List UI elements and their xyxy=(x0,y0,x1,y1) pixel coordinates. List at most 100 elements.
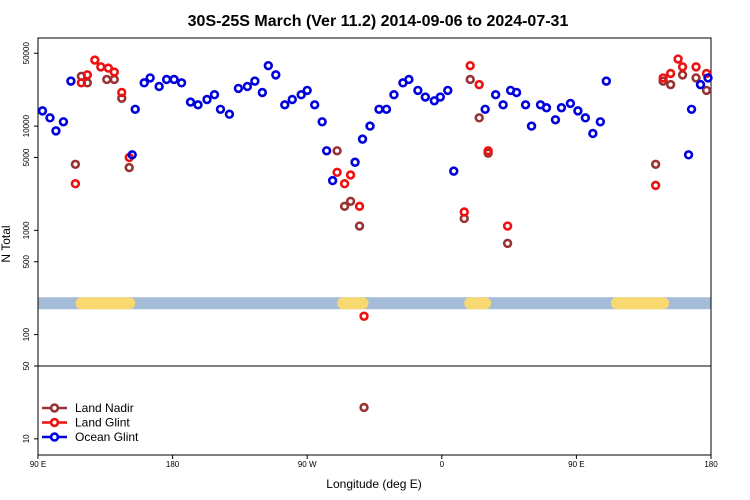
land-glint-point xyxy=(691,62,701,72)
chart-title: 30S-25S March (Ver 11.2) 2014-09-06 to 2… xyxy=(188,13,569,30)
land-nadir-point xyxy=(665,79,676,90)
ocean-glint-point xyxy=(449,166,459,176)
land-nadir-point xyxy=(677,70,688,80)
land-glint-point xyxy=(103,63,113,73)
land-glint-point xyxy=(354,201,365,212)
ocean-glint-point xyxy=(480,104,490,114)
ocean-glint-point xyxy=(321,146,332,156)
y-tick-label: 5000 xyxy=(22,148,31,166)
plot-frame xyxy=(37,37,712,456)
ocean-glint-point xyxy=(309,100,320,110)
land-nadir-point xyxy=(701,85,712,96)
land-glint-point xyxy=(701,68,712,79)
ocean-glint-point xyxy=(357,134,368,144)
ocean-glint-point xyxy=(287,94,297,105)
ocean-glint-point xyxy=(350,157,360,167)
land-glint-point xyxy=(502,221,513,231)
land-nadir-point xyxy=(102,74,112,85)
land-nadir-point xyxy=(502,238,513,249)
land-glint-point xyxy=(90,55,100,65)
legend-label: Ocean Glint xyxy=(75,430,139,444)
ocean-glint-point xyxy=(242,81,253,92)
ocean-glint-point xyxy=(271,70,281,80)
ocean-glint-point xyxy=(209,90,220,100)
ocean-glint-series xyxy=(37,60,713,186)
ocean-glint-point xyxy=(302,85,312,96)
ocean-glint-point xyxy=(280,100,290,110)
ocean-glint-point xyxy=(511,87,522,98)
land-nadir-point xyxy=(359,402,369,413)
ocean-glint-point xyxy=(45,113,55,123)
legend-label: Land Glint xyxy=(75,416,130,430)
land-glint-point xyxy=(109,67,119,77)
land-glint-point xyxy=(117,87,127,98)
ocean-glint-point xyxy=(202,94,212,105)
ocean-glint-point xyxy=(296,90,306,100)
land-nadir-point xyxy=(339,201,350,212)
ocean-glint-point xyxy=(490,90,501,100)
legend-marker xyxy=(49,403,60,413)
land-nadir-point xyxy=(124,162,134,173)
ocean-glint-point xyxy=(66,76,76,86)
land-nadir-point xyxy=(109,74,119,85)
ocean-glint-point xyxy=(520,100,531,110)
x-tick-label: 90 E xyxy=(568,460,584,469)
land-glint-point xyxy=(650,180,661,191)
ocean-glint-point xyxy=(601,76,612,86)
legend-item-ocean-glint: Ocean Glint xyxy=(42,430,139,444)
ocean-glint-point xyxy=(327,175,338,186)
x-tick-label: 90 E xyxy=(30,460,46,469)
ocean-glint-point xyxy=(154,81,164,92)
ocean-glint-point xyxy=(686,104,697,114)
ocean-glint-point xyxy=(565,98,576,109)
y-tick-label: 10 xyxy=(22,434,31,443)
land-nadir-point xyxy=(345,196,356,206)
legend-marker xyxy=(49,432,60,442)
ocean-glint-point xyxy=(169,74,179,85)
x-tick-label: 90 W xyxy=(298,460,317,469)
x-tick-label: 180 xyxy=(166,460,180,469)
ocean-glint-point xyxy=(595,117,606,127)
land-glint-point xyxy=(345,170,356,180)
ocean-glint-point xyxy=(580,113,591,123)
land-nadir-series xyxy=(70,70,712,413)
land-nadir-point xyxy=(691,73,701,83)
ocean-glint-point xyxy=(37,106,48,116)
land-glint-point xyxy=(665,68,676,79)
y-tick-label: 1000 xyxy=(22,221,31,239)
land-glint-point xyxy=(483,146,493,156)
x-tick-label: 180 xyxy=(704,460,718,469)
ocean-glint-point xyxy=(263,60,274,71)
ocean-glint-point xyxy=(498,100,508,110)
ocean-glint-point xyxy=(51,126,61,136)
ocean-glint-point xyxy=(257,87,268,98)
land-glint-point xyxy=(339,179,350,189)
land-glint-point xyxy=(96,62,106,72)
ocean-glint-point xyxy=(404,74,414,85)
ocean-glint-point xyxy=(695,79,706,90)
ocean-glint-point xyxy=(389,90,399,100)
y-tick-label: 50000 xyxy=(22,42,31,65)
ocean-glint-point xyxy=(215,104,226,114)
land-nadir-point xyxy=(70,159,81,170)
land-glint-point xyxy=(359,311,369,321)
ocean-glint-point xyxy=(435,92,446,102)
ocean-glint-point xyxy=(683,150,694,160)
plot-area: 90 E 180 90 W 0 90 E 180 10 50 100 500 1000 5000 100… xyxy=(22,37,718,469)
ocean-glint-point xyxy=(573,106,583,116)
land-glint-point xyxy=(459,207,469,217)
land-nadir-point xyxy=(332,146,342,156)
ocean-glint-point xyxy=(233,83,244,94)
land-nadir-point xyxy=(465,74,475,85)
ocean-glint-point xyxy=(58,117,69,127)
ocean-glint-point xyxy=(145,73,155,83)
land-glint-point xyxy=(465,60,475,71)
legend-item-land-glint: Land Glint xyxy=(42,416,130,430)
ocean-glint-point xyxy=(193,100,203,110)
y-tick-label: 100 xyxy=(22,327,31,341)
land-nadir-point xyxy=(650,159,661,170)
land-band-segment xyxy=(610,297,670,310)
ocean-glint-point xyxy=(224,109,235,119)
ocean-glint-point xyxy=(176,78,187,88)
